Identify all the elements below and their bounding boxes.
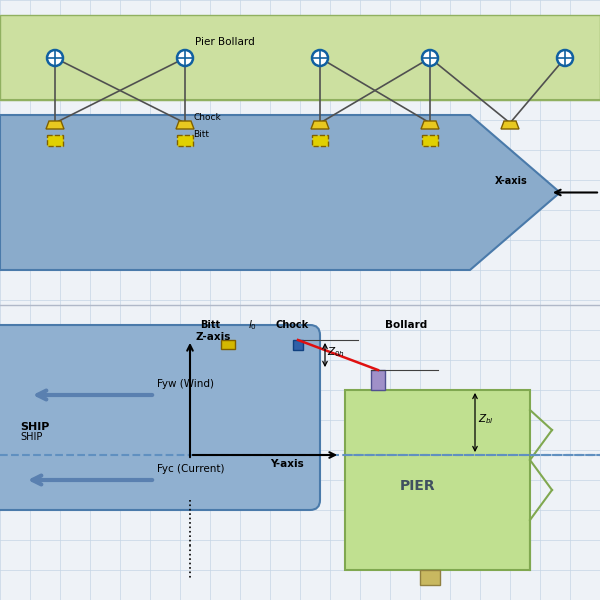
- Polygon shape: [311, 121, 329, 129]
- Text: Fyw (Wind): Fyw (Wind): [157, 379, 214, 389]
- Circle shape: [312, 50, 328, 66]
- Polygon shape: [421, 121, 439, 129]
- Bar: [312, 135, 328, 146]
- Text: $Z_{bl}$: $Z_{bl}$: [478, 413, 494, 426]
- Bar: [177, 135, 193, 146]
- Polygon shape: [46, 121, 64, 129]
- Polygon shape: [501, 121, 519, 129]
- FancyBboxPatch shape: [0, 325, 320, 510]
- Text: $l_0$: $l_0$: [248, 318, 257, 332]
- Bar: [345, 390, 530, 570]
- Bar: [422, 135, 438, 146]
- Bar: [420, 570, 440, 585]
- Polygon shape: [176, 121, 194, 129]
- Text: Bitt: Bitt: [193, 130, 209, 139]
- Text: PIER: PIER: [400, 479, 436, 493]
- Text: SHIP: SHIP: [20, 432, 43, 442]
- Bar: [0, 15, 600, 100]
- Bar: [293, 340, 303, 350]
- Text: SHIP: SHIP: [20, 422, 49, 432]
- Text: Bollard: Bollard: [385, 320, 427, 330]
- Bar: [221, 340, 235, 349]
- Circle shape: [422, 50, 438, 66]
- Circle shape: [47, 50, 63, 66]
- Circle shape: [177, 50, 193, 66]
- Text: Bitt: Bitt: [200, 320, 220, 330]
- Text: Chock: Chock: [275, 320, 308, 330]
- Text: Y-axis: Y-axis: [270, 459, 304, 469]
- Text: Z-axis: Z-axis: [195, 332, 230, 342]
- Text: Pier Bollard: Pier Bollard: [195, 37, 255, 47]
- Text: Chock: Chock: [193, 113, 221, 122]
- Bar: [47, 135, 63, 146]
- Text: X-axis: X-axis: [495, 176, 528, 187]
- Circle shape: [557, 50, 573, 66]
- Text: Fyc (Current): Fyc (Current): [157, 464, 224, 474]
- Bar: [371, 370, 385, 390]
- Text: $Z_{0h}$: $Z_{0h}$: [327, 345, 345, 359]
- Polygon shape: [0, 115, 560, 270]
